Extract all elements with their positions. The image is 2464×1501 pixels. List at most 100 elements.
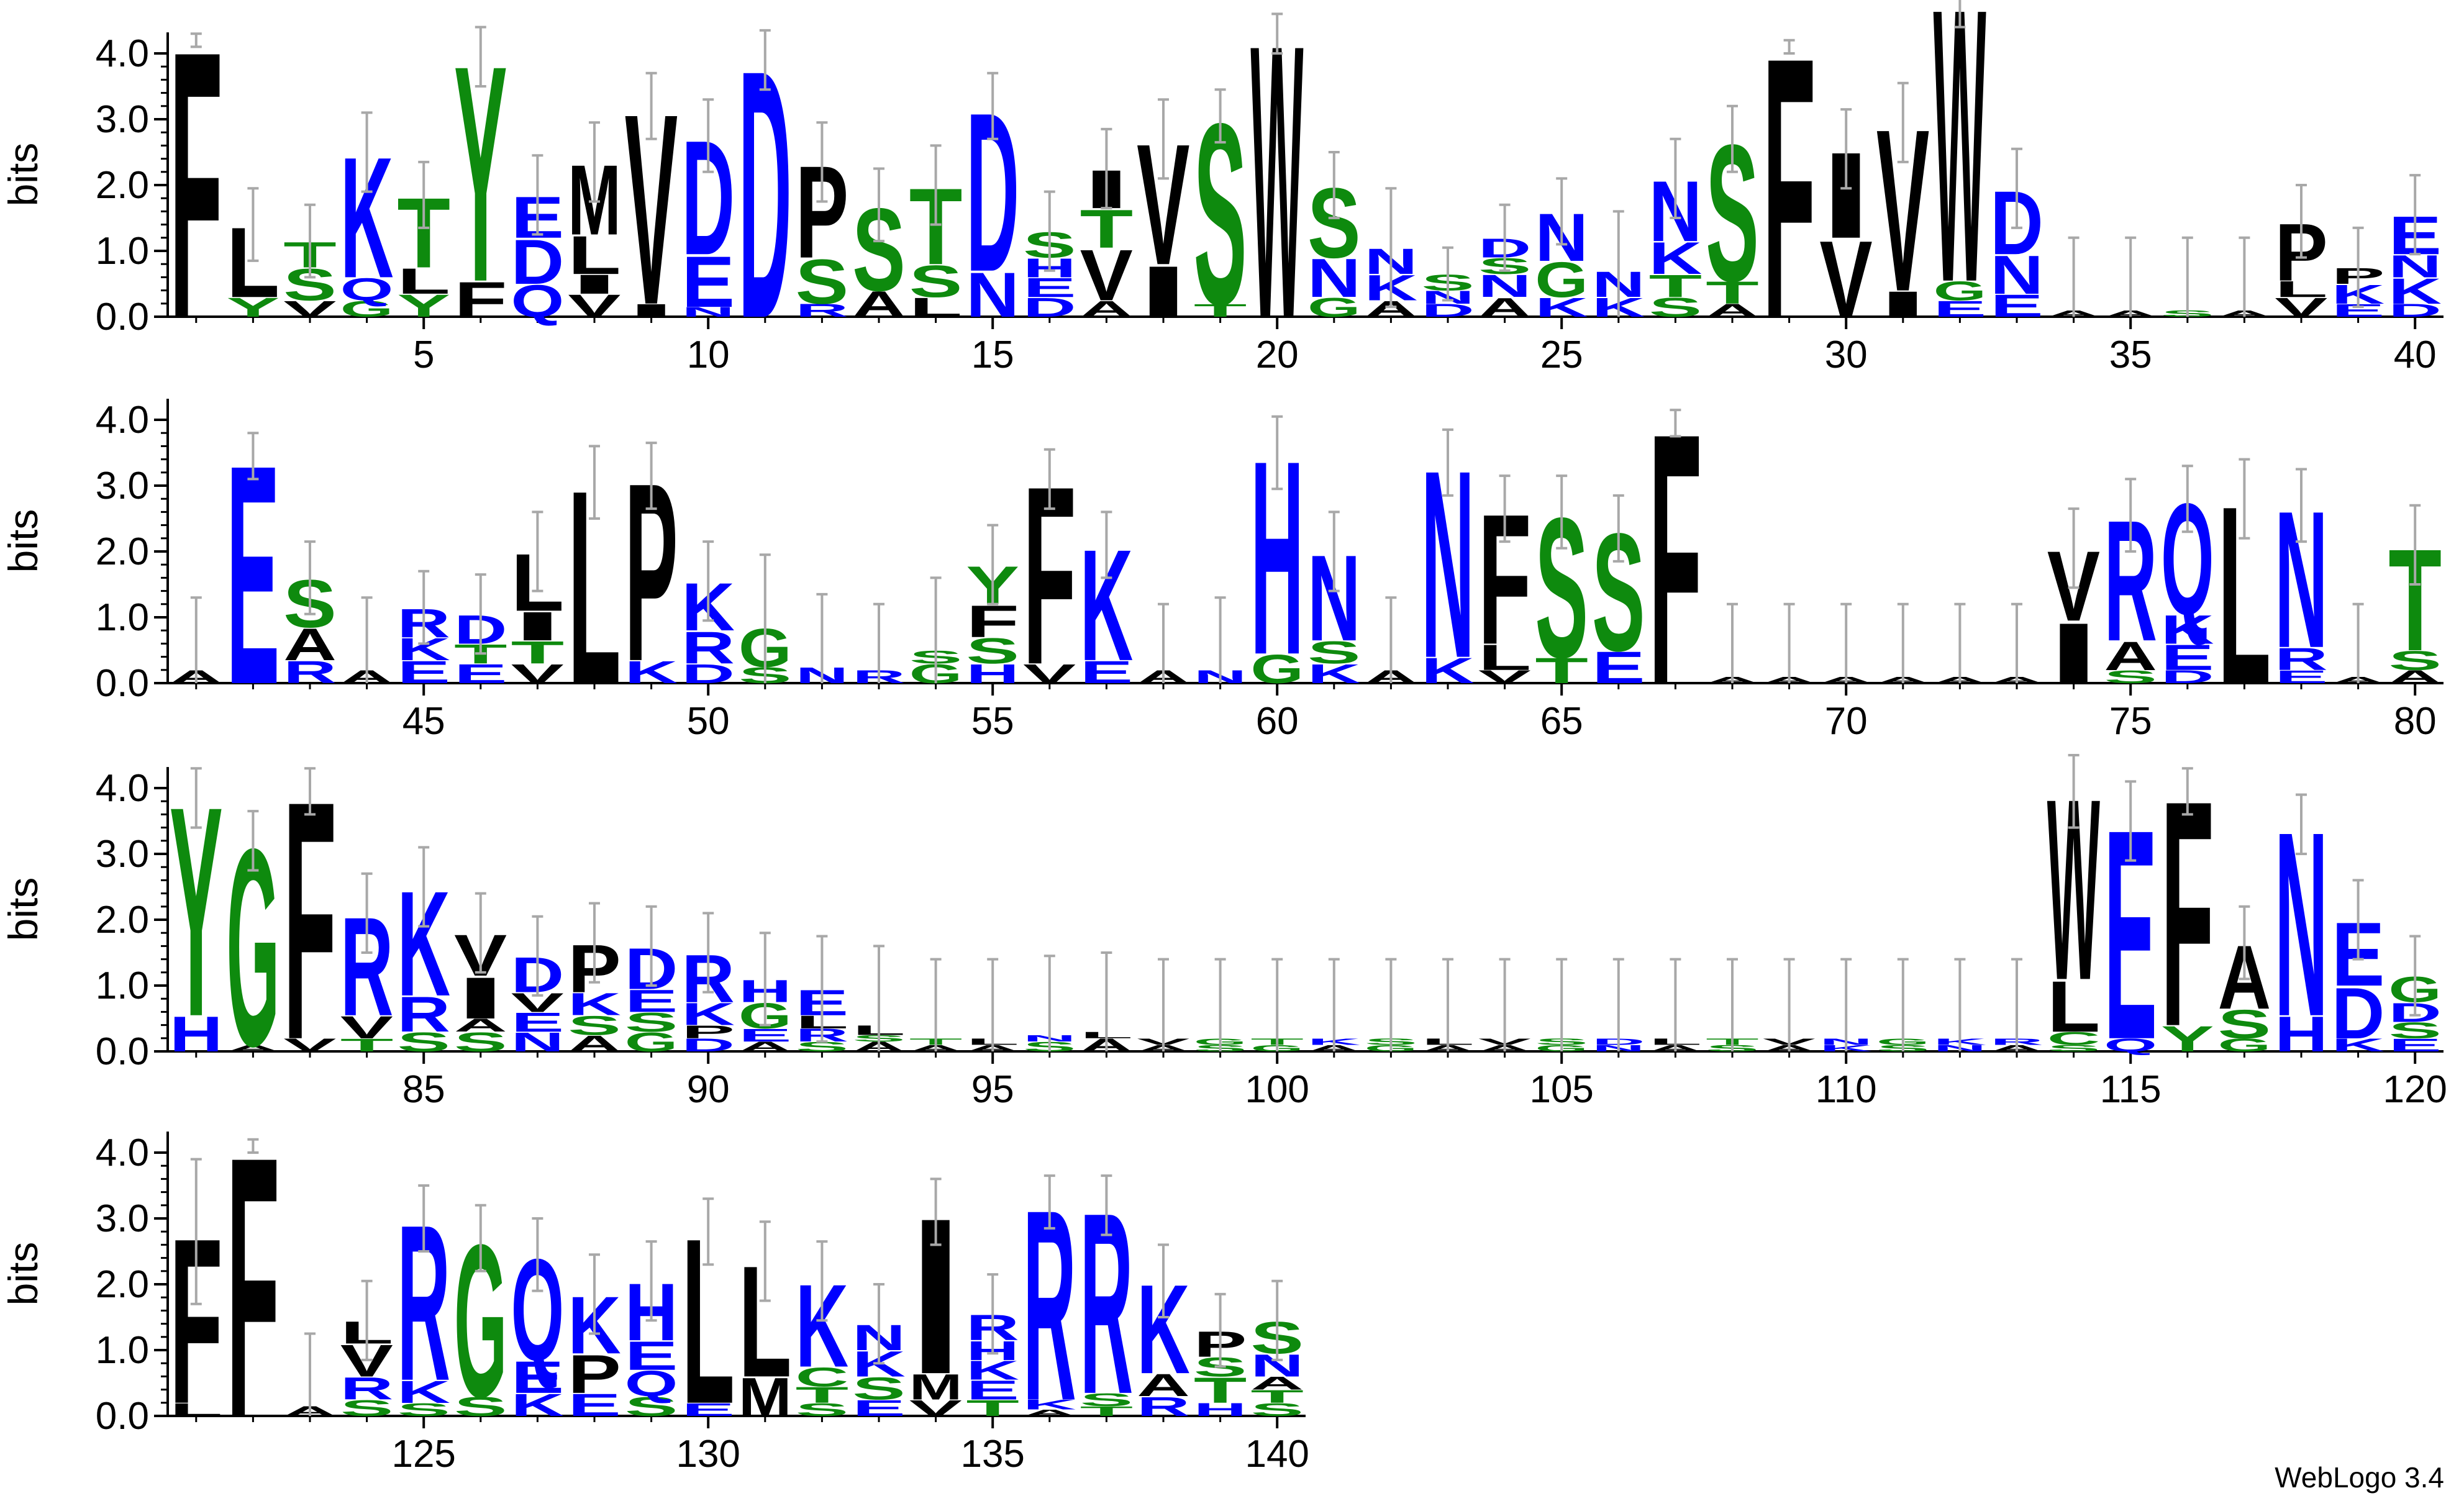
logo-letter-y: Y — [2161, 1019, 2214, 1059]
logo-letter-h: H — [1194, 1400, 1247, 1420]
error-bar — [1328, 151, 1340, 219]
error-bar — [1670, 137, 1681, 219]
logo-letter-e: E — [2161, 638, 2214, 678]
x-tick-label: 130 — [676, 1433, 740, 1476]
logo-letter-v: V — [568, 288, 621, 324]
error-bar — [475, 1204, 486, 1272]
position-stack: GQK — [340, 122, 394, 322]
logo-letter-e: E — [2275, 667, 2328, 687]
error-bar — [1954, 0, 1966, 29]
position-stack: TSR — [1080, 1159, 1134, 1448]
error-bar — [2296, 468, 2307, 543]
logo-letter-s: S — [397, 1400, 450, 1420]
logo-letter-w: W — [1250, 0, 1304, 400]
logo-letter-a: A — [1080, 296, 1134, 322]
position-stack: W — [1250, 0, 1304, 400]
logo-letter-a: A — [1706, 301, 1759, 321]
logo-letter-l: L — [2047, 966, 2101, 1048]
error-bar — [2352, 602, 2364, 683]
logo-letter-k: K — [397, 1374, 450, 1410]
y-tick-label: 0.0 — [96, 1395, 149, 1438]
logo-letter-t: T — [1706, 275, 1759, 311]
logo-letter-s: S — [625, 1007, 678, 1038]
error-bar — [2181, 465, 2193, 533]
position-stack: EGW — [1934, 0, 1987, 364]
logo-letter-a: A — [283, 619, 337, 670]
error-bar — [304, 767, 316, 816]
logo-letter-v: V — [1023, 659, 1076, 689]
error-bar — [2011, 147, 2022, 229]
y-tick-label: 3.0 — [96, 1197, 149, 1240]
position-stack: RSP — [796, 138, 849, 320]
logo-letter-a: A — [739, 1039, 792, 1054]
logo-letter-l: L — [2275, 276, 2328, 302]
error-bar — [1670, 409, 1681, 438]
logo-letter-c: C — [2047, 1028, 2101, 1049]
error-bar — [1158, 98, 1169, 180]
position-stack: VI — [1819, 127, 1873, 340]
x-tick-label: 65 — [1540, 700, 1583, 743]
logo-letter-a: A — [1250, 1374, 1304, 1394]
logo-letter-s: S — [966, 631, 1019, 671]
logo-letter-s: S — [1250, 1400, 1304, 1420]
logo-letter-s: S — [852, 1371, 906, 1406]
error-bar — [475, 25, 486, 88]
y-tick-label: 3.0 — [96, 833, 149, 876]
error-bar — [2409, 504, 2421, 586]
logo-letter-c: C — [796, 1362, 849, 1392]
error-bar — [1043, 955, 1055, 1051]
logo-letter-t: T — [1250, 1387, 1304, 1407]
logo-letter-g: G — [340, 296, 394, 322]
logo-letter-s: S — [397, 1027, 450, 1058]
x-tick-label: 45 — [402, 700, 445, 743]
error-bar — [247, 187, 259, 262]
error-bar — [1385, 187, 1397, 309]
error-bar — [2296, 184, 2307, 259]
x-tick-label: 10 — [687, 333, 730, 376]
error-bar — [418, 846, 430, 928]
error-bar — [1214, 596, 1226, 683]
logo-letter-e: E — [681, 242, 735, 323]
logo-letter-y: Y — [397, 288, 450, 324]
logo-letter-a: A — [1478, 292, 1532, 322]
logo-letter-y: Y — [227, 292, 280, 323]
error-bar — [304, 203, 316, 279]
logo-letter-s: S — [454, 1027, 507, 1058]
logo-letter-e: E — [625, 983, 678, 1018]
error-bar — [816, 121, 828, 203]
error-bar — [304, 540, 316, 615]
error-bar — [2125, 236, 2137, 317]
position-stack: RAS — [283, 566, 337, 691]
x-tick-label: 135 — [960, 1433, 1024, 1476]
position-stack: KSN — [1307, 530, 1361, 689]
position-stack: F — [1763, 0, 1816, 396]
logo-letter-i: I — [454, 966, 507, 1032]
error-bar — [759, 1220, 771, 1302]
error-bar — [1556, 474, 1568, 550]
logo-letter-h: H — [966, 658, 1019, 689]
error-bar — [1556, 177, 1568, 246]
logo-letter-r: R — [2275, 642, 2328, 677]
logo-letter-f: F — [454, 272, 507, 327]
logo-letter-k: K — [511, 1387, 565, 1423]
logo-letter-e: E — [966, 1375, 1019, 1405]
x-tick-label: 50 — [687, 700, 730, 743]
error-bar — [1954, 958, 1966, 1051]
x-tick-label: 100 — [1245, 1068, 1309, 1111]
logo-letter-d: D — [2388, 301, 2442, 321]
error-bar — [361, 872, 373, 954]
position-stack: DRK — [681, 569, 735, 689]
logo-letter-p: P — [681, 1022, 735, 1042]
y-tick-label: 4.0 — [96, 32, 149, 75]
logo-letter-i: I — [568, 269, 621, 299]
logo-letter-n: N — [681, 304, 735, 319]
logo-letter-e: E — [454, 659, 507, 689]
error-bar — [1158, 958, 1169, 1051]
error-bar — [2068, 507, 2080, 589]
